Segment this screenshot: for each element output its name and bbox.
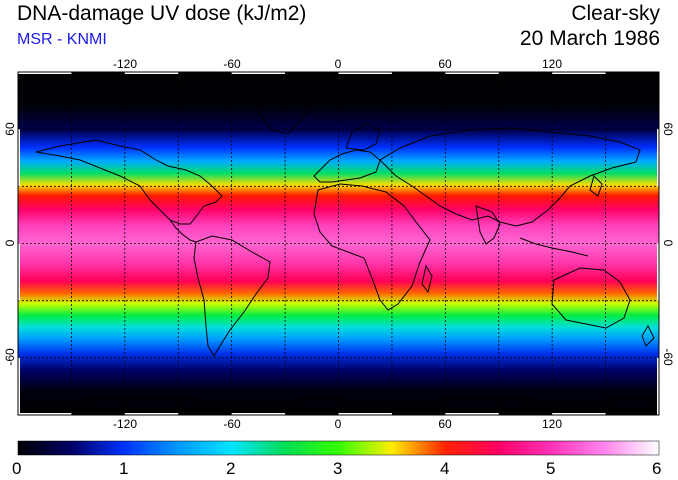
india-coast [475,205,501,245]
asia-coast [379,127,641,227]
lat-label-left-1: 60 [3,122,17,136]
new-zealand-coast [641,324,655,347]
south-america-coast [193,235,271,357]
australia-coast [551,267,631,329]
antarctica-coast [18,397,659,405]
lon-label-bottom-3: 0 [335,417,342,431]
colorbar-label-1: 1 [119,459,129,478]
lat-label-right-1: 60 [661,122,675,136]
lon-label-top-4: 60 [438,57,452,71]
coastlines [18,89,659,405]
lat-label-left-3: -60 [3,348,17,366]
lon-label-top-2: -60 [223,57,241,71]
colorbar-label-4: 4 [440,459,450,478]
scandinavia-coast [345,123,381,151]
greenland-coast [251,89,313,135]
colorbar-label-6: 6 [652,459,662,478]
lon-label-bottom-1: -120 [113,417,137,431]
colorbar-label-2: 2 [226,459,236,478]
axis-ticks [18,72,659,415]
lat-label-right-2: 0 [661,240,675,247]
colorbar-label-5: 5 [546,459,556,478]
madagascar-coast [421,264,433,294]
colorbar [17,440,660,456]
map-source: MSR - KNMI [17,31,107,48]
colorbar-label-3: 3 [333,459,343,478]
lat-label-left-2: 0 [3,239,17,246]
map-date: 20 March 1986 [519,27,660,50]
sky-condition: Clear-sky [571,2,660,25]
colorbar-label-0: 0 [12,459,22,478]
lat-lon-grid [18,72,659,415]
africa-coast [313,183,431,311]
lat-label-right-3: -60 [661,348,675,366]
map-frame [17,71,660,416]
central-america-coast [169,219,197,243]
lon-label-bottom-2: -60 [223,417,241,431]
north-america-coast [35,139,223,225]
lon-label-bottom-5: 120 [542,417,562,431]
map-title: DNA-damage UV dose (kJ/m2) [17,2,307,25]
japan-coast [589,175,603,197]
lon-label-top-3: 0 [335,57,342,71]
lon-label-top-5: 120 [542,57,562,71]
lon-label-bottom-4: 60 [438,417,452,431]
lon-label-top-1: -120 [113,57,137,71]
